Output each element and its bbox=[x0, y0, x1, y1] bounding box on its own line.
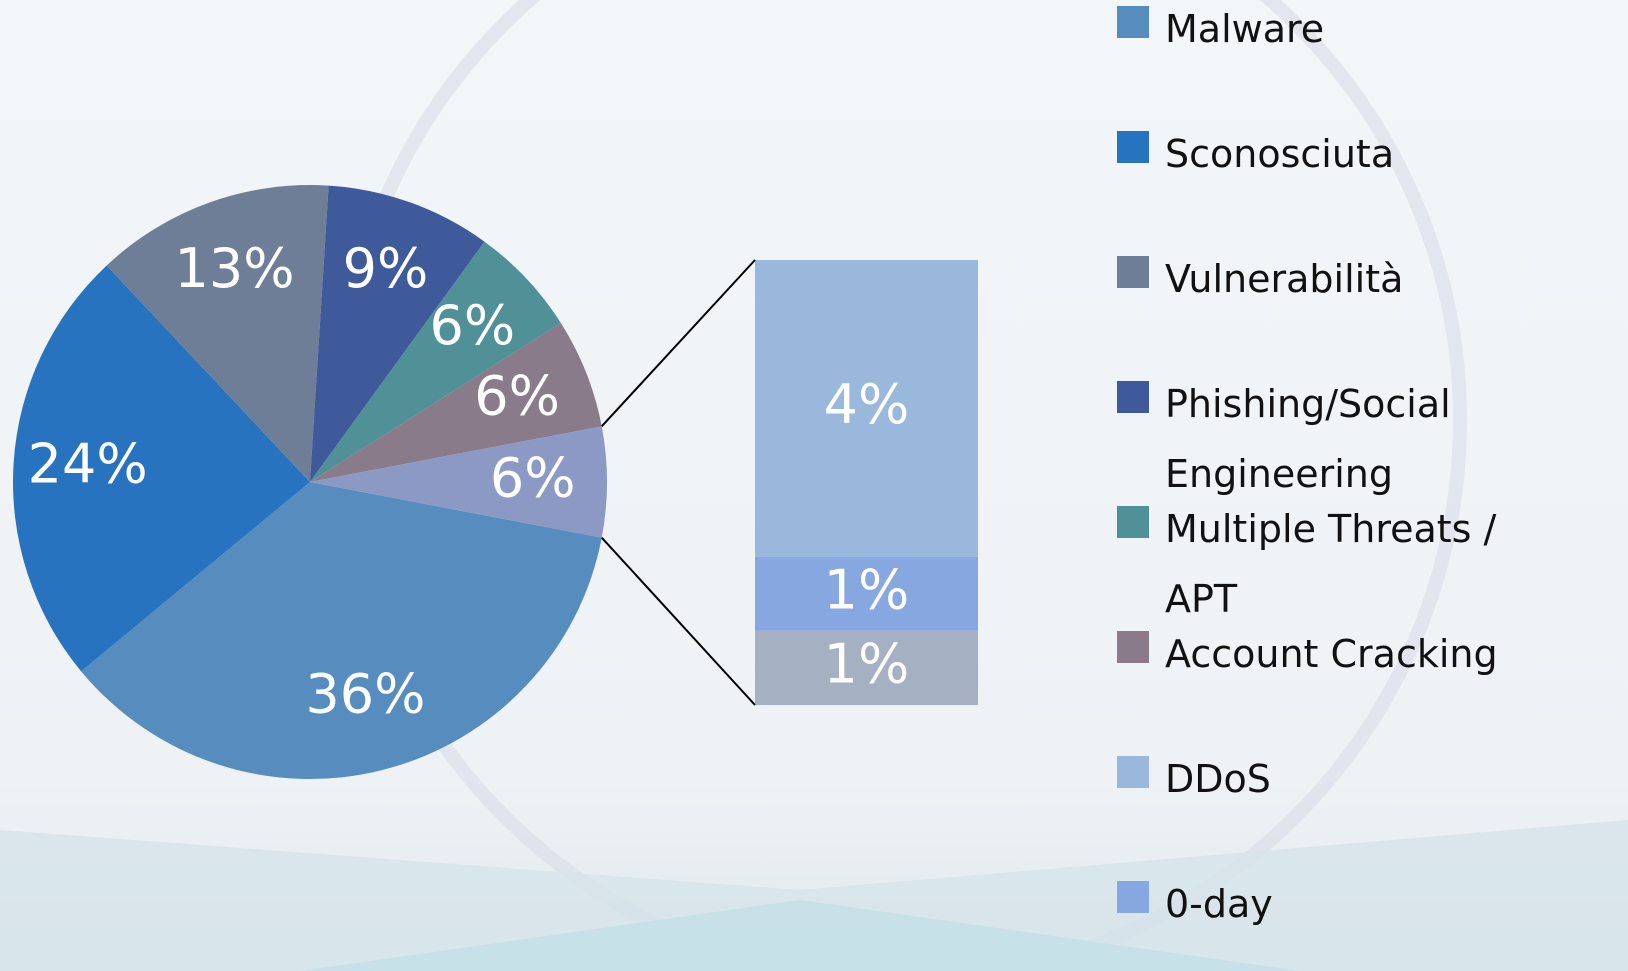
legend-swatch bbox=[1117, 756, 1149, 788]
legend-item: 0-day bbox=[1117, 869, 1565, 939]
legend-label: 0-day bbox=[1165, 869, 1565, 939]
legend-item: Account Cracking bbox=[1117, 619, 1565, 689]
value-label: 6% bbox=[474, 365, 560, 428]
legend-label: Malware bbox=[1165, 0, 1565, 64]
value-label: 36% bbox=[305, 662, 425, 725]
legend-swatch bbox=[1117, 881, 1149, 913]
legend-swatch bbox=[1117, 381, 1149, 413]
connector bbox=[602, 538, 755, 705]
legend-label: Vulnerabilità bbox=[1165, 244, 1565, 314]
connector bbox=[602, 260, 755, 426]
legend-label: Phishing/Social Engineering bbox=[1165, 369, 1565, 509]
page: 36%24%13%9%6%6%6%4%1%1% MalwareSconosciu… bbox=[0, 0, 1628, 971]
legend-swatch bbox=[1117, 256, 1149, 288]
legend-label: DDoS bbox=[1165, 744, 1565, 814]
legend-item: Malware bbox=[1117, 0, 1565, 64]
legend-item: Sconosciuta bbox=[1117, 119, 1565, 189]
value-label: 6% bbox=[490, 447, 576, 510]
value-label: 1% bbox=[824, 558, 910, 621]
value-label: 13% bbox=[175, 237, 295, 300]
value-label: 1% bbox=[824, 633, 910, 696]
value-label: 6% bbox=[430, 294, 516, 357]
legend-swatch bbox=[1117, 506, 1149, 538]
legend-item: Multiple Threats / APT bbox=[1117, 494, 1565, 634]
legend-label: Multiple Threats / APT bbox=[1165, 494, 1565, 634]
legend-item: Phishing/Social Engineering bbox=[1117, 369, 1565, 509]
legend-item: Vulnerabilità bbox=[1117, 244, 1565, 314]
value-label: 24% bbox=[28, 433, 148, 496]
value-label: 4% bbox=[824, 373, 910, 436]
value-label: 9% bbox=[343, 237, 429, 300]
legend-label: Account Cracking bbox=[1165, 619, 1565, 689]
legend-item: DDoS bbox=[1117, 744, 1565, 814]
legend-swatch bbox=[1117, 131, 1149, 163]
legend-label: Sconosciuta bbox=[1165, 119, 1565, 189]
legend-swatch bbox=[1117, 631, 1149, 663]
legend-swatch bbox=[1117, 6, 1149, 38]
